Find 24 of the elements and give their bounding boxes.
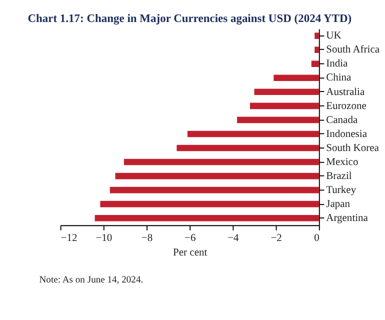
- y-tick-label: Turkey: [326, 184, 357, 196]
- y-tick-label: Brazil: [326, 170, 352, 182]
- y-tick-label: Mexico: [326, 156, 358, 168]
- x-tick-label: 0: [314, 232, 320, 244]
- y-tick-label: Australia: [326, 86, 365, 98]
- x-axis-title: Per cent: [173, 247, 208, 258]
- y-tick-label: South Korea: [326, 142, 380, 154]
- x-tick-label: −6: [184, 232, 196, 244]
- y-tick-label: Indonesia: [326, 128, 368, 140]
- x-tick-label: −4: [228, 232, 240, 244]
- y-tick-label: India: [326, 58, 348, 70]
- y-tick-label: Eurozone: [326, 100, 367, 112]
- x-tick-label: −8: [141, 232, 153, 244]
- y-tick-label: Canada: [326, 114, 358, 126]
- text: Note: As on June 14, 2024.: [39, 274, 144, 286]
- y-tick-label: China: [326, 72, 352, 84]
- chart-title: Chart 1.17: Change in Major Currencies against USD (2024 YTD): [28, 13, 352, 26]
- y-tick-label: Japan: [326, 198, 351, 210]
- y-tick-label: South Africa: [326, 44, 380, 56]
- y-tick-label: UK: [326, 30, 342, 42]
- x-tick-label: −2: [270, 232, 282, 244]
- x-tick-label: −12: [60, 232, 78, 244]
- y-tick-label: Argentina: [326, 212, 368, 224]
- x-tick-label: −10: [96, 232, 112, 244]
